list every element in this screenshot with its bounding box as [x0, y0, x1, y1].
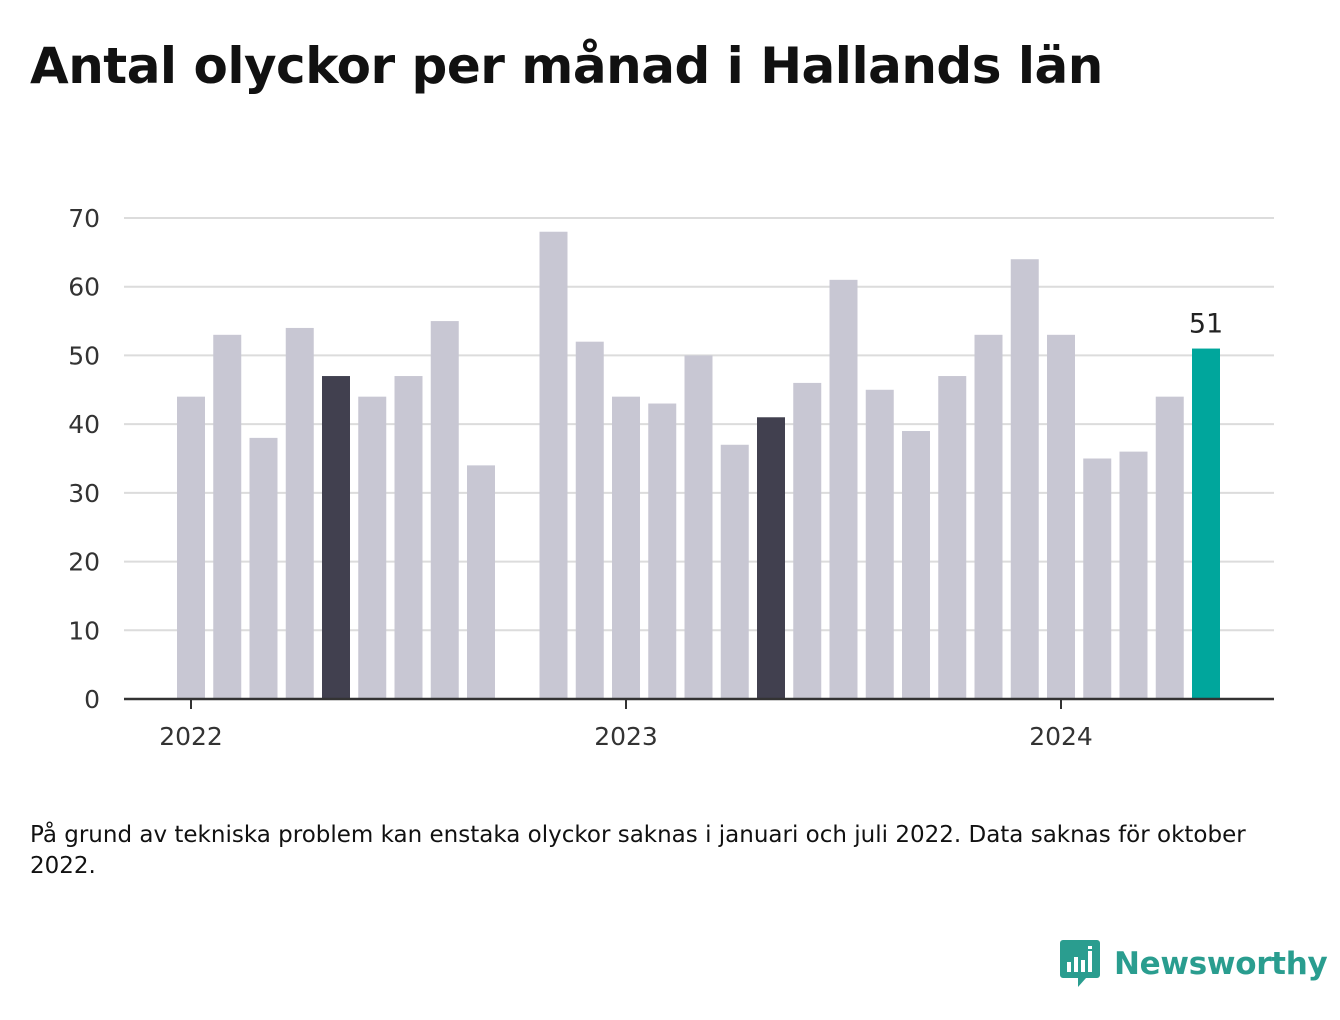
bar-2024-05 — [1192, 348, 1220, 699]
bar-2023-08 — [865, 389, 894, 699]
bar-2023-12 — [1010, 259, 1039, 699]
bar-2022-03 — [249, 437, 278, 699]
bar-2023-11 — [974, 334, 1003, 699]
bar-2023-05 — [757, 417, 785, 699]
bar-2023-01 — [612, 396, 640, 699]
brand-logo: Newsworthy — [1060, 940, 1328, 988]
y-tick-label: 10 — [68, 616, 100, 645]
bar-2023-02 — [648, 403, 677, 699]
bar-2023-04 — [720, 444, 749, 699]
axes: 2022 2023 2024 — [124, 697, 1274, 751]
bar-2022-01 — [177, 396, 205, 699]
brand-name: Newsworthy — [1114, 946, 1328, 982]
bar-2023-07 — [829, 279, 858, 699]
footnote: På grund av tekniska problem kan enstaka… — [30, 822, 1246, 880]
x-tick-label: 2023 — [594, 722, 658, 751]
bar-2024-03 — [1119, 451, 1148, 699]
bar-2022-12 — [575, 341, 604, 699]
bar-2022-11 — [539, 231, 568, 699]
bar-2023-09 — [902, 431, 930, 699]
y-tick-label: 0 — [84, 685, 100, 714]
chart-title: Antal olyckor per månad i Hallands län — [30, 37, 1103, 95]
x-tick-label: 2024 — [1029, 722, 1093, 751]
bar-2022-04 — [285, 327, 314, 699]
x-tick-label: 2022 — [159, 722, 223, 751]
bar-2023-03 — [684, 355, 713, 699]
bar-2022-09 — [467, 465, 495, 699]
bar-2024-01 — [1047, 334, 1075, 699]
y-tick-label: 40 — [68, 410, 100, 439]
y-tick-label: 30 — [68, 479, 100, 508]
data-labels: 51 — [1189, 309, 1223, 340]
newsworthy-logo-icon — [1060, 940, 1100, 987]
bars — [177, 231, 1220, 699]
y-tick-label: 70 — [68, 204, 100, 233]
y-tick-label: 60 — [68, 273, 100, 302]
bar-2022-08 — [430, 321, 459, 699]
bar-chart: 0 10 20 30 40 50 60 70 2022 2023 2024 51 — [68, 204, 1274, 751]
bar-2024-04 — [1155, 396, 1184, 699]
bar-2022-05 — [322, 376, 350, 699]
bar-2022-06 — [358, 396, 387, 699]
bar-2024-02 — [1083, 458, 1112, 699]
bar-2022-07 — [394, 376, 423, 699]
bar-2023-10 — [938, 376, 967, 699]
y-tick-label: 20 — [68, 548, 100, 577]
y-tick-label: 50 — [68, 341, 100, 370]
bar-2023-06 — [793, 382, 822, 699]
data-label: 51 — [1189, 309, 1223, 340]
bar-2022-02 — [213, 334, 242, 699]
